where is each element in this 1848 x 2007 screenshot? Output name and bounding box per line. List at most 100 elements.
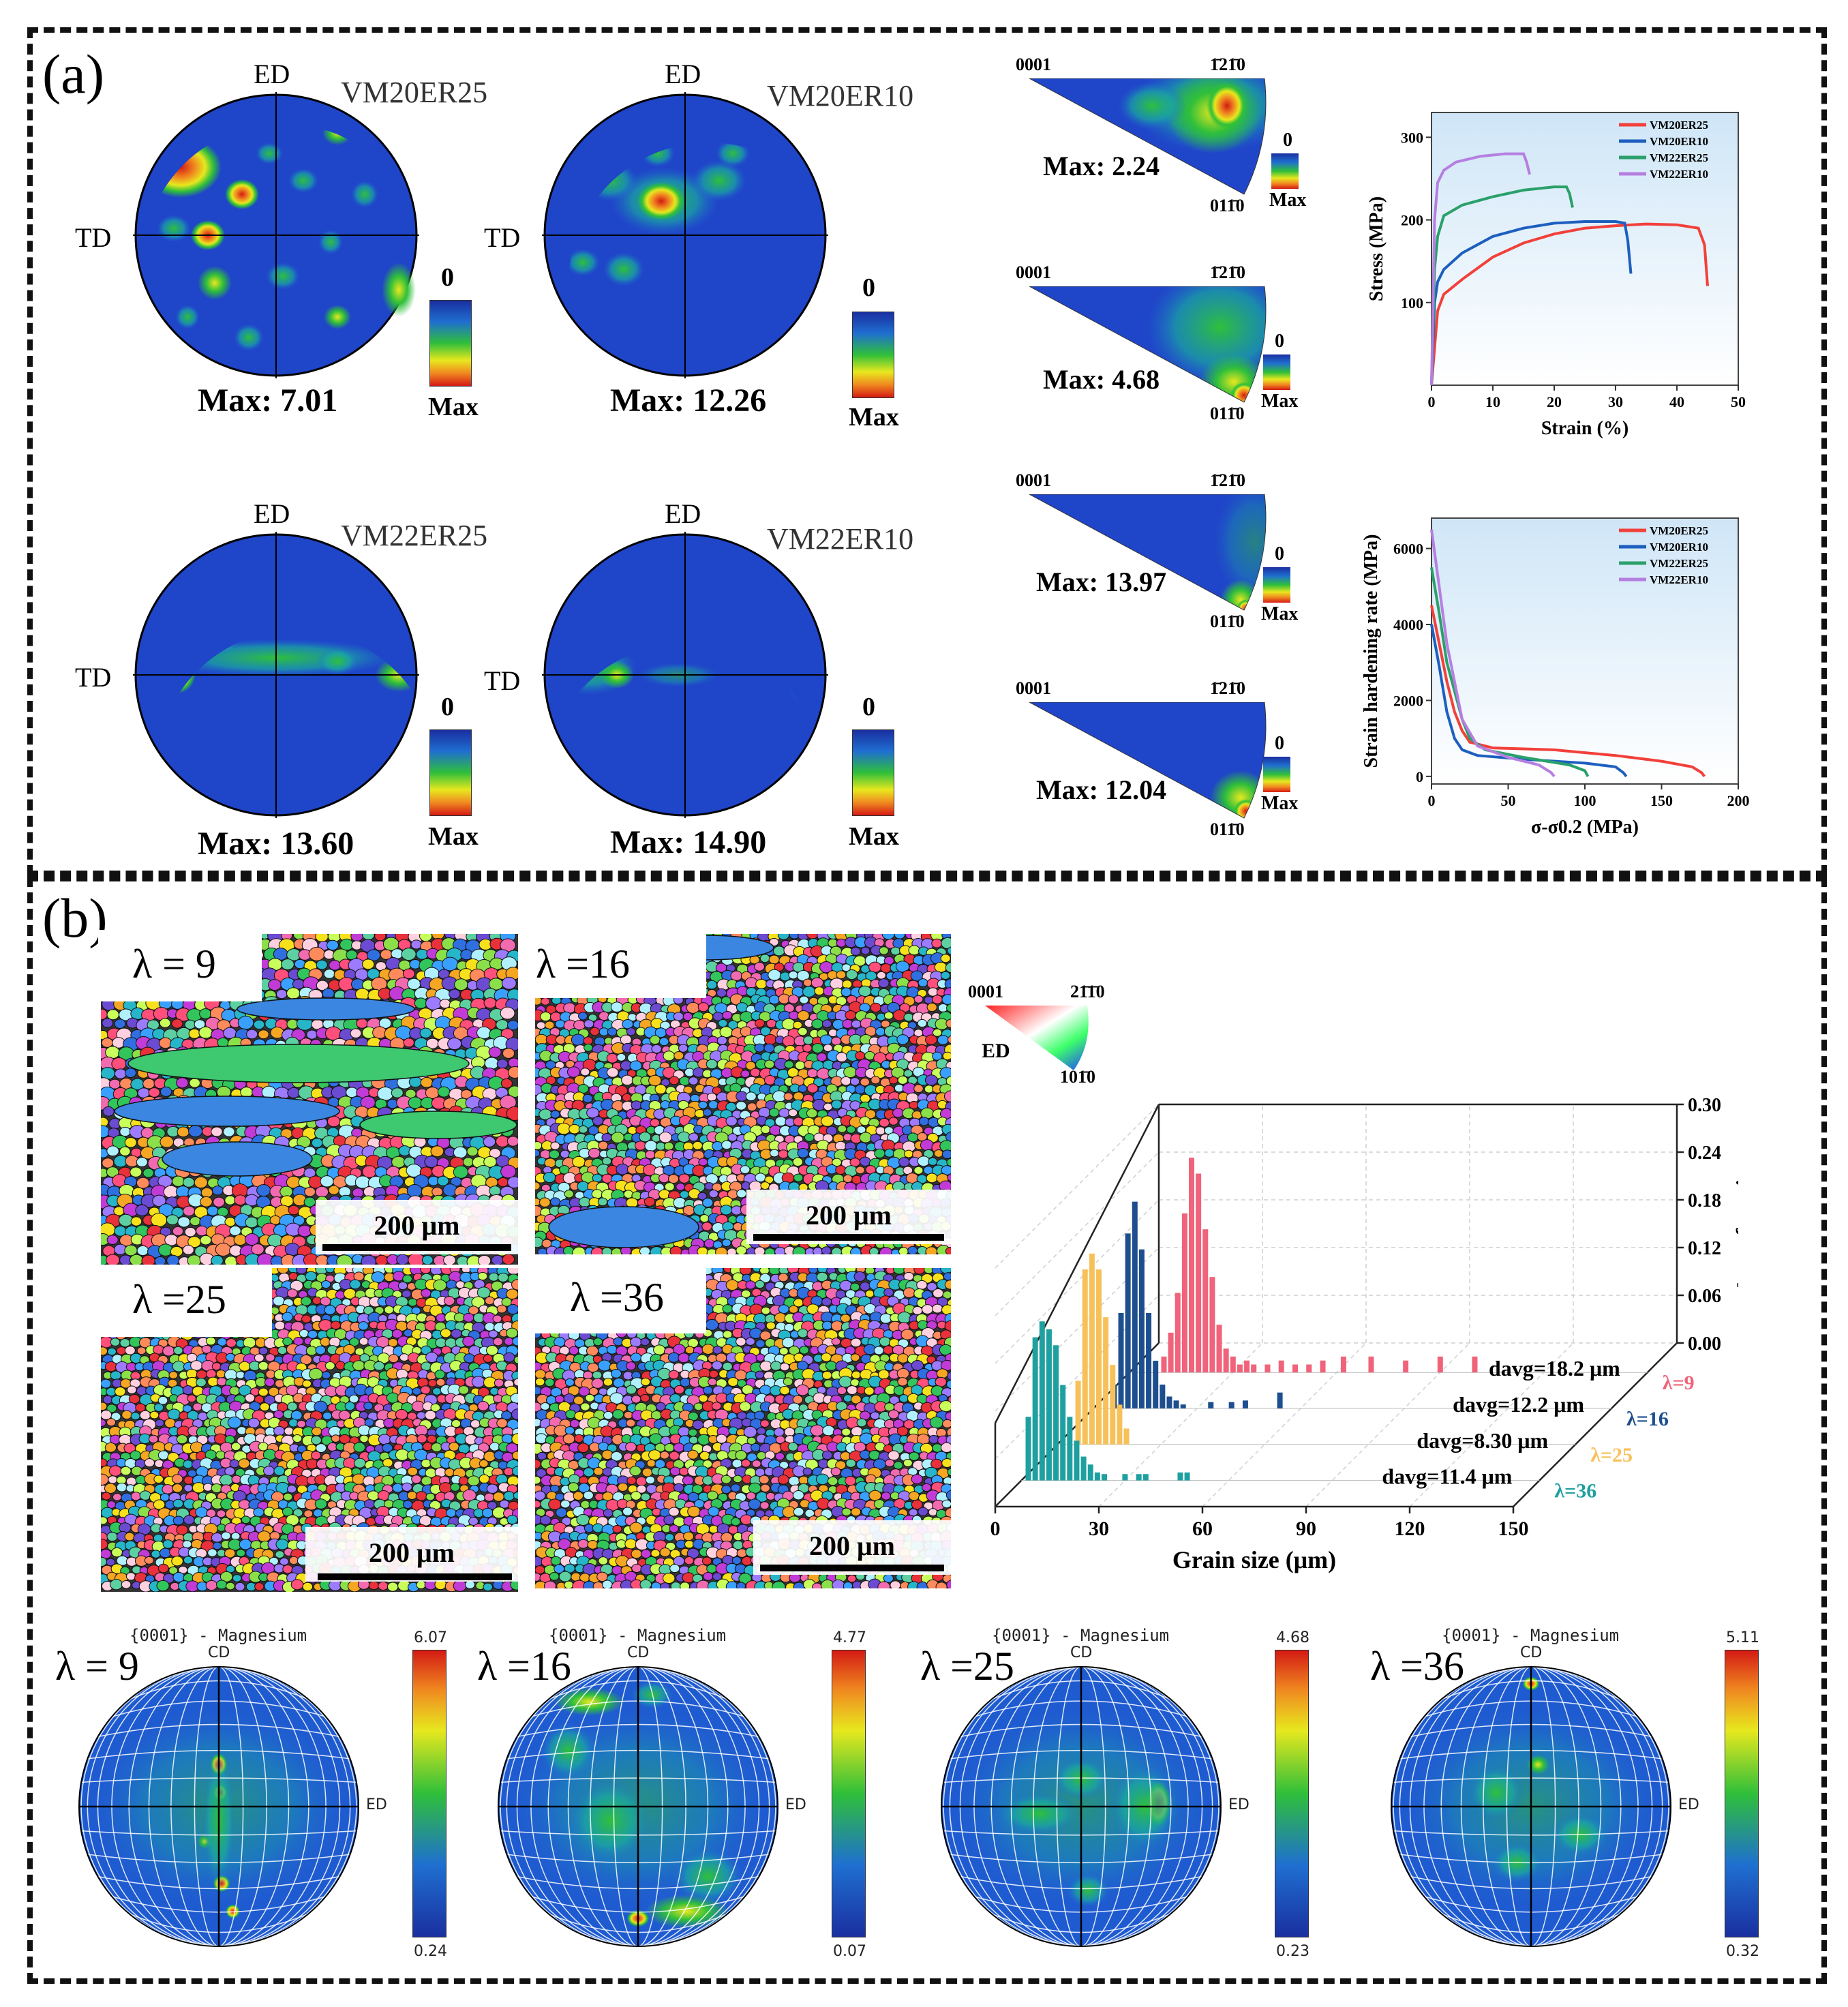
x-axis-label: Strain (%) [1541, 418, 1629, 439]
ebsd-grain [258, 1346, 269, 1355]
ebsd-grain [424, 1410, 436, 1421]
ebsd-grain [835, 1165, 847, 1175]
ebsd-grain [491, 1254, 504, 1266]
ebsd-grain [431, 1187, 443, 1197]
ebsd-grain [194, 1176, 208, 1189]
ebsd-grain [764, 1059, 775, 1069]
ebsd-grain [171, 1018, 183, 1029]
ipf-corner-right: 1̄21̄0 [1210, 470, 1245, 490]
ebsd-grain [467, 1475, 480, 1487]
ebsd-grain [344, 1402, 355, 1411]
ebsd-grain [793, 1021, 803, 1029]
ebsd-grain [223, 1027, 237, 1039]
ebsd-grain [183, 1475, 194, 1485]
ipf-corner-left: 0001 [1016, 470, 1051, 490]
ebsd-grain [620, 1034, 632, 1045]
ebsd-grain [162, 1345, 175, 1357]
ebsd-grain [258, 1442, 269, 1451]
ebsd-grain [391, 1087, 404, 1098]
ebsd-grain [119, 1522, 132, 1533]
ebsd-grain [160, 1493, 170, 1502]
ebsd-grain [256, 1253, 274, 1268]
ebsd-grain [408, 1096, 423, 1109]
ebsd-grain [793, 1117, 804, 1126]
ebsd-grain [590, 1027, 600, 1036]
y-tick-label: 300 [1401, 129, 1423, 146]
ebsd-grain [253, 1507, 264, 1518]
ebsd-grain [264, 1377, 275, 1387]
ebsd-grain [229, 1386, 241, 1396]
ed-label: ED [254, 498, 290, 529]
ebsd-grain [426, 1371, 437, 1380]
ebsd-grain [383, 1417, 395, 1428]
ebsd-grain [720, 1205, 733, 1216]
ebsd-grain [759, 954, 770, 963]
ebsd-grain [315, 1186, 329, 1198]
ebsd-grain [784, 1060, 794, 1069]
ebsd-grain [119, 1338, 131, 1348]
legend-max: Max [1261, 603, 1299, 624]
ebsd-grain [580, 1068, 590, 1076]
ipf-max: Max: 13.97 [1036, 567, 1167, 597]
ebsd-grain [302, 1379, 312, 1388]
ebsd-grain [101, 1492, 112, 1500]
ebsd-grain [425, 996, 442, 1010]
ebsd-grain [451, 1329, 462, 1339]
ipf-corner-left: 0001 [1016, 55, 1051, 74]
ebsd-grain [142, 1078, 155, 1089]
ebsd-grain [870, 1002, 881, 1013]
ebsd-grain [407, 1466, 419, 1477]
legend-colorbar [429, 300, 472, 387]
ipf-1: 0001 1̄21̄0 Max: 2.24 011̄0 0 Max [1016, 55, 1329, 218]
ebsd-grain [506, 1327, 519, 1338]
ebsd-grain [716, 1036, 727, 1045]
ebsd-grain [506, 1303, 519, 1315]
ebsd-grain [727, 1133, 738, 1142]
ebsd-grain [463, 1312, 474, 1323]
ebsd-grain [361, 1254, 376, 1268]
ebsd-grain [846, 1126, 856, 1134]
ebsd-grain [816, 1053, 828, 1062]
ebsd-grain [492, 1492, 504, 1502]
ebsd-grain [789, 930, 800, 939]
legend-label: VM20ER25 [1650, 119, 1708, 132]
ebsd-grain [507, 1066, 522, 1078]
ebsd-grain [701, 1222, 712, 1231]
ebsd-grain [483, 1354, 494, 1363]
ebsd-grain [797, 1010, 810, 1021]
ebsd-grain [806, 1108, 818, 1119]
ebsd-grain [598, 1141, 609, 1150]
ebsd-grain [397, 1281, 408, 1291]
ebsd-grain [860, 1077, 870, 1087]
ebsd-grain [421, 1476, 432, 1486]
ebsd-grain [503, 1467, 514, 1477]
ebsd-grain [658, 1037, 669, 1046]
ebsd-grain [367, 1490, 380, 1501]
ipf-triangle [1029, 78, 1267, 195]
ebsd-grain [470, 1419, 481, 1428]
ed-label: ED [665, 59, 701, 89]
ebsd-grain [311, 1426, 322, 1436]
ebsd-grain [502, 1048, 515, 1059]
ebsd-grain [941, 937, 955, 950]
ebsd-grain [778, 1149, 789, 1159]
ebsd-grain [233, 1234, 247, 1246]
ipf-corner-right: 1̄21̄0 [1210, 262, 1245, 282]
ebsd-grain [309, 1368, 323, 1380]
ebsd-grain [182, 1540, 192, 1549]
ebsd-grain [401, 948, 416, 961]
max-value: Max: 12.26 [610, 382, 767, 419]
ebsd-grain [931, 938, 943, 948]
ebsd-grain [287, 1402, 298, 1411]
ebsd-grain [102, 1106, 115, 1117]
ebsd-grain [414, 1449, 428, 1462]
ebsd-grain [282, 1312, 293, 1322]
ebsd-grain [229, 1225, 241, 1236]
ebsd-grain [795, 1061, 806, 1070]
ipf-triangle [1029, 494, 1267, 611]
ebsd-grain [443, 1254, 456, 1266]
ebsd-grain [489, 1148, 501, 1158]
ebsd-grain [532, 1141, 543, 1150]
ebsd-grain [925, 1034, 938, 1045]
ebsd-grain [488, 1329, 498, 1338]
